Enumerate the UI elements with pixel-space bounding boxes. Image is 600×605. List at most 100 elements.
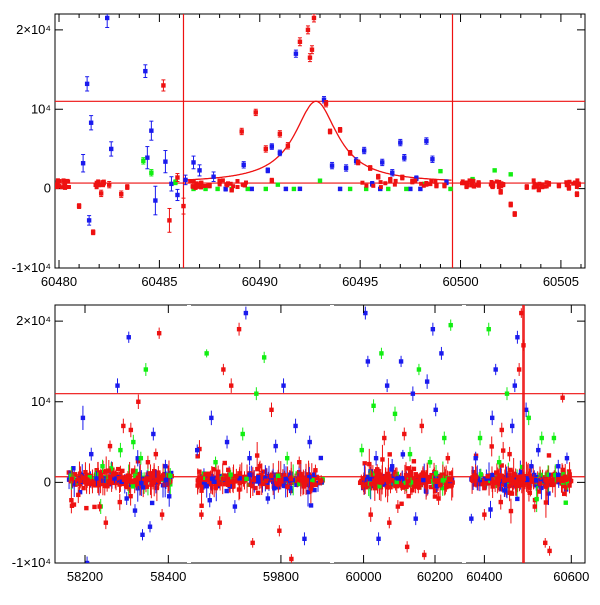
- blue-data-point: [307, 474, 312, 480]
- red-data-point: [445, 455, 451, 461]
- red-data-point: [85, 472, 90, 478]
- red-data-point: [516, 474, 521, 479]
- red-data-point: [488, 182, 493, 187]
- red-data-point: [234, 473, 239, 479]
- blue-data-point: [398, 359, 404, 364]
- green-data-point: [173, 180, 178, 185]
- red-data-point: [367, 165, 373, 171]
- blue-data-point: [312, 487, 317, 493]
- red-data-point: [510, 481, 515, 486]
- red-data-point: [175, 175, 180, 180]
- red-data-point: [424, 181, 429, 187]
- red-data-point: [71, 502, 77, 507]
- red-data-point: [499, 184, 504, 189]
- blue-data-point: [112, 476, 117, 481]
- green-data-point: [245, 186, 250, 192]
- blue-data-point: [469, 516, 474, 521]
- bottom-y-tick-label: 10⁴: [31, 394, 51, 409]
- red-data-point: [253, 110, 258, 115]
- red-data-point: [539, 184, 544, 189]
- blue-data-point: [343, 165, 349, 171]
- red-data-point: [505, 477, 511, 483]
- green-data-point: [371, 403, 376, 408]
- red-data-point: [361, 483, 367, 488]
- red-data-point: [544, 180, 549, 185]
- blue-data-point: [294, 482, 299, 488]
- blue-data-point: [263, 476, 268, 481]
- red-data-point: [160, 476, 165, 481]
- red-data-point: [512, 211, 517, 217]
- red-data-point: [367, 461, 372, 467]
- red-data-point: [117, 482, 122, 487]
- top-plot-area: [55, 14, 585, 268]
- top-x-tick-label: 60495: [342, 274, 378, 289]
- red-data-point: [237, 480, 242, 486]
- red-data-point: [410, 476, 416, 482]
- red-data-point: [531, 185, 536, 190]
- red-data-point: [556, 183, 562, 188]
- bottom-x-tick-label: 60400: [466, 569, 502, 584]
- red-data-point: [72, 472, 78, 477]
- red-data-point: [212, 467, 217, 472]
- red-data-point: [153, 451, 159, 457]
- blue-data-point: [209, 476, 215, 481]
- red-data-point: [475, 183, 480, 188]
- red-data-point: [82, 480, 88, 485]
- red-data-point: [378, 185, 383, 190]
- red-data-point: [190, 184, 195, 189]
- blue-data-point: [493, 367, 498, 372]
- red-data-point: [373, 477, 379, 483]
- top-x-tick-label: 60505: [543, 274, 579, 289]
- blue-data-point: [147, 524, 153, 529]
- blue-data-point: [307, 439, 312, 445]
- green-data-point: [427, 460, 433, 465]
- red-data-point: [543, 500, 549, 505]
- top-x-tick-label: 60490: [242, 274, 278, 289]
- green-data-point: [544, 472, 549, 477]
- red-data-point: [57, 184, 62, 189]
- green-data-point: [504, 391, 510, 396]
- blue-data-point: [408, 186, 413, 192]
- red-data-point: [360, 476, 365, 481]
- blue-data-point: [211, 174, 216, 179]
- blue-data-point: [124, 496, 129, 501]
- blue-data-point: [126, 335, 131, 340]
- bottom-y-tick-label: 0: [44, 474, 51, 489]
- green-data-point: [149, 170, 154, 175]
- red-data-point: [225, 181, 230, 186]
- bottom-x-tick-label: 60200: [417, 569, 453, 584]
- red-data-point: [240, 182, 245, 187]
- red-data-point: [508, 476, 513, 482]
- red-data-point: [404, 544, 410, 550]
- blue-data-point: [402, 155, 407, 160]
- red-data-point: [254, 453, 260, 458]
- red-data-point: [536, 187, 542, 192]
- red-data-point: [95, 182, 100, 187]
- red-data-point: [374, 473, 380, 479]
- red-data-point: [432, 478, 437, 483]
- red-data-point: [151, 479, 156, 485]
- red-data-point: [197, 469, 202, 474]
- blue-data-point: [536, 447, 541, 453]
- blue-data-point: [201, 480, 207, 485]
- red-data-point: [489, 444, 494, 449]
- blue-data-point: [515, 335, 520, 340]
- blue-data-point: [204, 484, 209, 489]
- red-data-point: [119, 191, 124, 197]
- blue-data-point: [293, 51, 299, 56]
- red-data-point: [199, 180, 204, 185]
- red-data-point: [379, 477, 385, 483]
- bottom-x-tick-label: 58200: [67, 569, 103, 584]
- red-data-point: [470, 182, 475, 187]
- red-data-point: [116, 466, 121, 472]
- blue-data-point: [556, 464, 561, 469]
- red-data-point: [225, 480, 231, 485]
- blue-data-point: [80, 161, 86, 166]
- red-data-point: [413, 472, 419, 477]
- red-data-point: [72, 479, 78, 484]
- blue-data-point: [80, 415, 86, 421]
- red-data-point: [117, 499, 122, 505]
- red-data-point: [460, 181, 465, 186]
- red-data-point: [537, 481, 543, 486]
- red-data-point: [144, 484, 150, 489]
